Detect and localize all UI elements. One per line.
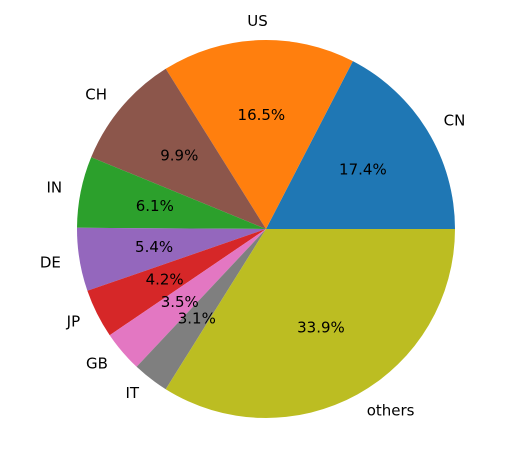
- pie-slice-gb: [109, 229, 267, 367]
- pie-slice-ch: [91, 68, 267, 229]
- slices-layer: [77, 40, 455, 418]
- slice-label-gb: GB: [86, 355, 108, 373]
- slice-percent-gb: 3.5%: [161, 293, 199, 311]
- slice-label-others: others: [367, 401, 415, 419]
- slice-percent-ch: 9.9%: [160, 146, 198, 164]
- slice-label-cn: CN: [444, 111, 466, 129]
- slice-percent-us: 16.5%: [238, 106, 286, 124]
- slice-label-it: IT: [125, 384, 139, 402]
- slice-percent-cn: 17.4%: [339, 161, 387, 179]
- pie-slice-it: [136, 229, 266, 390]
- labels-layer: CN 17.4% US 16.5% CH 9.9% IN 6.1% DE 5.4% JP 4.2% GB…: [40, 12, 465, 420]
- pie-slice-others: [165, 229, 455, 418]
- slice-label-de: DE: [40, 253, 61, 271]
- pie-slice-us: [165, 40, 353, 229]
- slice-label-in: IN: [47, 179, 63, 197]
- pie-slice-cn: [266, 61, 455, 229]
- slice-label-us: US: [247, 12, 268, 30]
- pie-slice-in: [77, 157, 267, 229]
- slice-percent-de: 5.4%: [135, 238, 173, 256]
- slice-percent-jp: 4.2%: [146, 270, 184, 288]
- pie-slice-jp: [87, 229, 266, 336]
- slice-label-ch: CH: [85, 85, 107, 103]
- slice-label-jp: JP: [66, 313, 80, 331]
- pie-slice-de: [77, 227, 266, 291]
- slice-percent-in: 6.1%: [136, 197, 174, 215]
- slice-percent-others: 33.9%: [297, 319, 345, 337]
- slice-percent-it: 3.1%: [178, 309, 216, 327]
